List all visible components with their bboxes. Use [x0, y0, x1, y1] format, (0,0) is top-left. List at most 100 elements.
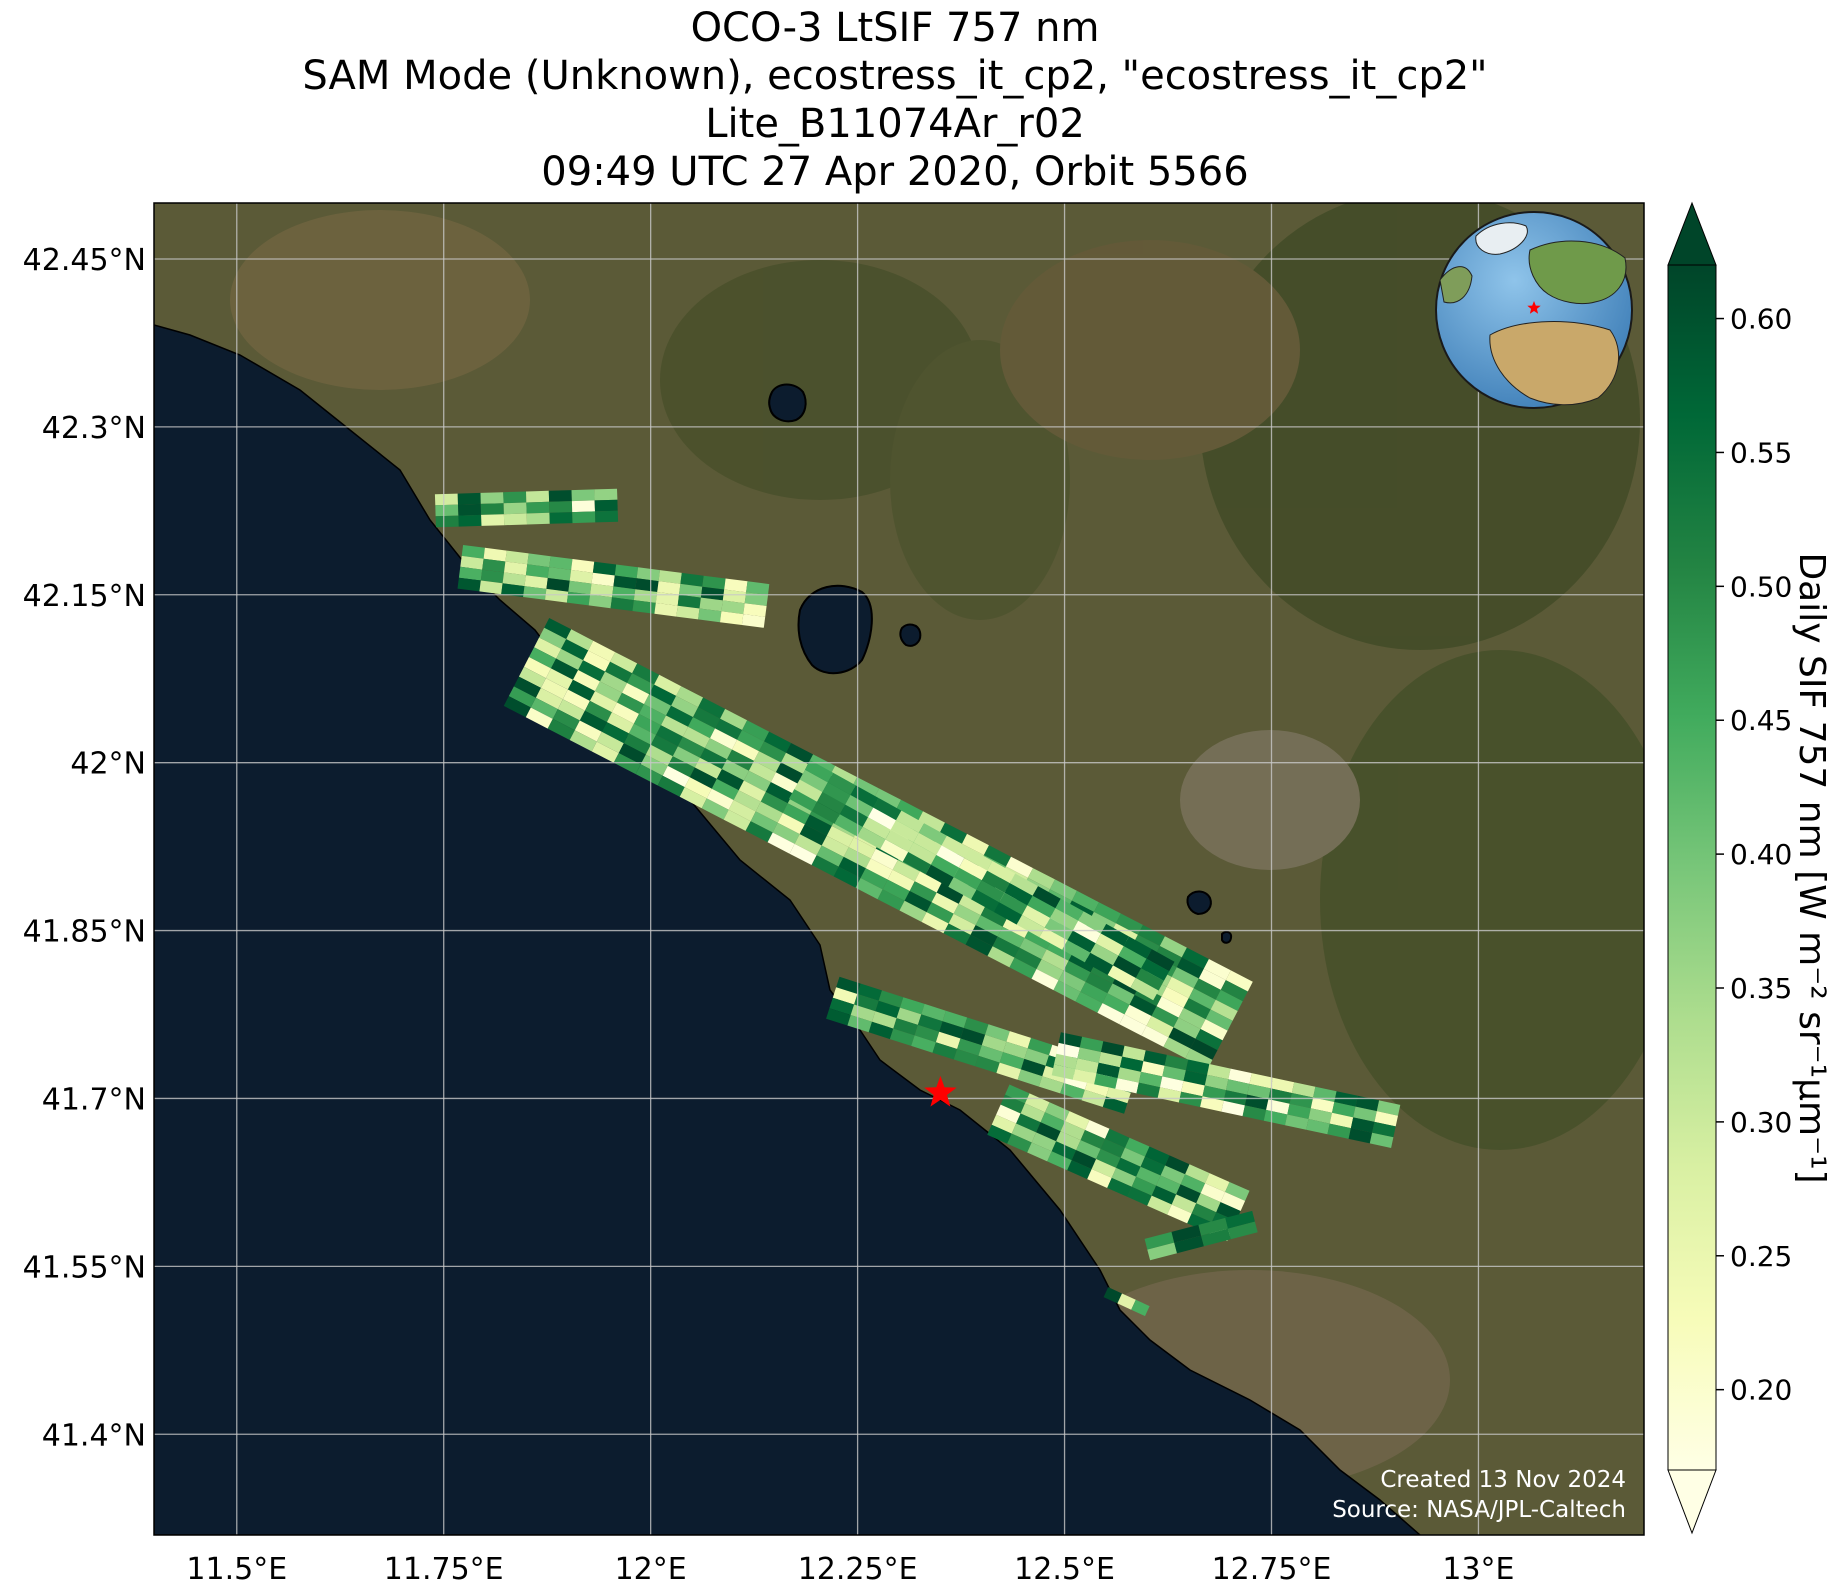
sif-footprint [1002, 916, 1030, 938]
sif-footprint [925, 864, 954, 887]
sif-footprint [505, 550, 529, 565]
sif-footprint [962, 833, 989, 856]
sif-footprint [833, 866, 861, 888]
sif-footprint [1071, 890, 1099, 912]
sif-footprint [1162, 1065, 1186, 1081]
sif-footprint [572, 511, 596, 524]
sif-footprint [1201, 1228, 1231, 1247]
sif-footprint [557, 699, 585, 721]
sif-footprint [1107, 965, 1136, 988]
sif-footprint [953, 867, 982, 890]
y-tick-label: 42.45°N [23, 243, 146, 278]
sif-footprint [975, 1055, 1000, 1073]
sif-footprint [1171, 1224, 1202, 1243]
colorbar-label: Daily SIF 757 nm [W m⁻² sr⁻¹μm⁻¹] [1791, 552, 1832, 1183]
sif-footprint [623, 733, 651, 755]
sif-footprint [699, 748, 727, 770]
sif-footprint [434, 493, 458, 506]
sif-footprint [770, 772, 798, 794]
sif-footprint [1014, 947, 1042, 969]
sif-footprint [574, 720, 602, 742]
sif-footprint [829, 997, 855, 1015]
sif-footprint [1119, 1014, 1147, 1036]
sif-footprint [980, 905, 1008, 927]
sif-footprint [1306, 1119, 1330, 1135]
sif-footprint [617, 692, 644, 714]
title-line-4: 09:49 UTC 27 Apr 2020, Orbit 5566 [541, 149, 1249, 195]
sif-footprint [832, 987, 858, 1005]
sif-footprint [480, 569, 504, 584]
sif-footprint [1009, 873, 1038, 896]
sif-footprint [1076, 1140, 1101, 1159]
sif-footprint [534, 637, 562, 659]
sif-footprint [667, 756, 695, 778]
sif-footprint [996, 1062, 1021, 1080]
sif-footprint [926, 902, 954, 924]
sif-footprint [1195, 1029, 1223, 1051]
sif-footprint [1119, 1056, 1144, 1072]
sif-footprint [896, 799, 923, 821]
sif-footprint [591, 741, 619, 763]
sif-footprint [1100, 1138, 1125, 1158]
x-tick-label: 12.25°E [798, 1552, 918, 1583]
sif-footprint [1191, 1203, 1217, 1223]
globe-africa [1489, 321, 1620, 406]
sif-footprint [1173, 1017, 1201, 1039]
sif-footprint [1075, 991, 1103, 1013]
colorbar-extend-max [1667, 201, 1717, 266]
sif-footprint [721, 759, 749, 781]
sif-footprint [1055, 898, 1084, 921]
sif-footprint [976, 880, 1005, 903]
sif-footprint [1024, 928, 1052, 950]
sif-footprint [722, 589, 747, 604]
sif-footprint [999, 1052, 1025, 1070]
sif-footprint [1168, 1027, 1196, 1049]
sif-footprint [578, 660, 606, 682]
sif-footprint [591, 572, 615, 587]
sif-footprint [1044, 918, 1073, 941]
sif-footprint [1004, 883, 1033, 906]
sif-footprint [636, 567, 660, 582]
sif-footprint [661, 715, 688, 737]
sif-footprint [529, 647, 557, 669]
sif-footprint [760, 791, 788, 813]
sif-footprint [728, 800, 756, 822]
sif-footprint [918, 823, 947, 846]
sif-footprint [1027, 895, 1056, 918]
sif-footprint [654, 602, 678, 617]
colorbar-tick-label: 0.20 [1730, 1374, 1792, 1407]
sif-footprint [1136, 1166, 1161, 1186]
sif-footprint [794, 779, 823, 802]
sif-footprint [1141, 1061, 1165, 1077]
globe-europe [1528, 240, 1627, 305]
sif-footprint [1060, 1121, 1085, 1141]
sif-footprint [1075, 1058, 1099, 1074]
sif-footprint [566, 629, 594, 651]
sif-footprint [1165, 1155, 1190, 1175]
sif-footprint [548, 490, 572, 502]
sif-footprint [742, 720, 770, 742]
sif-footprint [1329, 1112, 1354, 1129]
sif-footprint [1102, 1096, 1128, 1114]
sif-footprint [700, 586, 725, 601]
sif-footprint [526, 490, 550, 503]
sif-footprint [896, 1007, 922, 1025]
sif-footprint [1101, 1041, 1125, 1057]
sif-footprint [1060, 1083, 1085, 1101]
sif-footprint [1067, 930, 1096, 953]
globe-north-america-edge [1439, 266, 1473, 304]
sif-footprint [1062, 940, 1091, 963]
sif-footprint [1263, 1109, 1288, 1126]
sif-footprint [600, 671, 628, 693]
sif-footprint [657, 775, 685, 797]
sif-footprint [805, 760, 834, 783]
sif-footprint [1163, 1037, 1191, 1059]
sif-footprint [635, 764, 663, 786]
sif-footprint [794, 834, 822, 856]
sif-footprint [857, 983, 882, 1001]
sif-footprint [1355, 1095, 1380, 1112]
sif-footprint [964, 848, 993, 871]
sif-footprint [513, 676, 541, 698]
sif-footprint [526, 512, 550, 525]
sif-footprint [610, 597, 634, 611]
